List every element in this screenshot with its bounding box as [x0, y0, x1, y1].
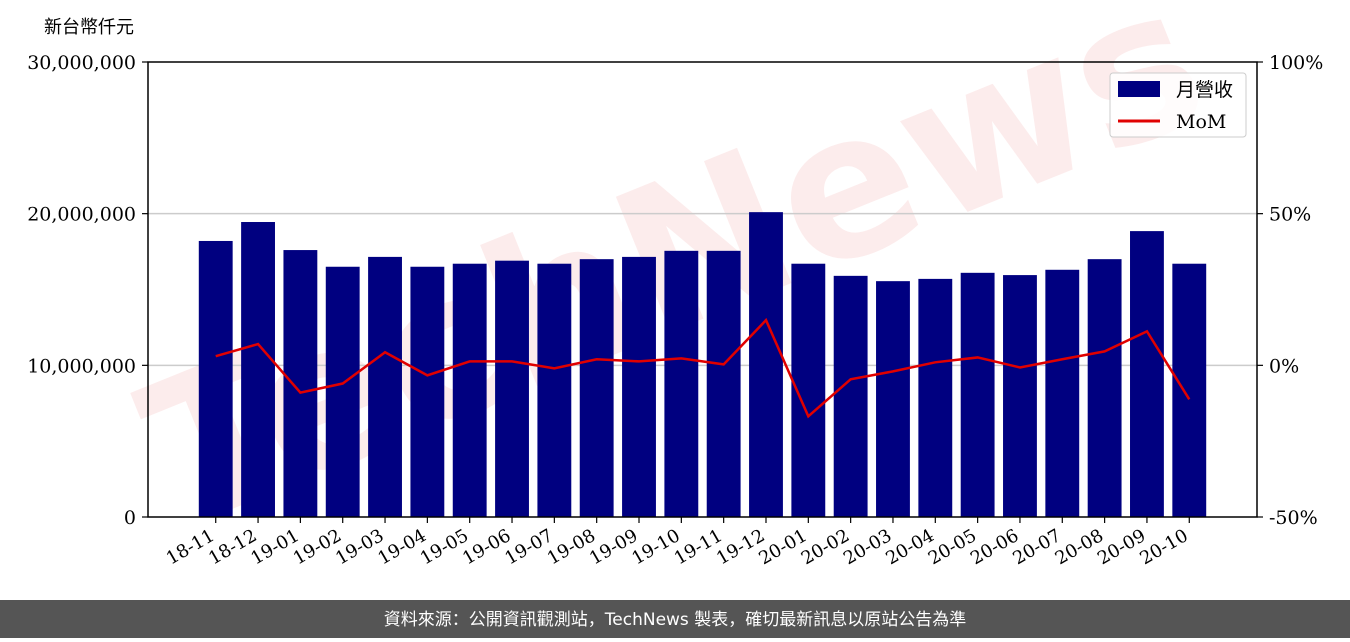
footer-bar — [0, 600, 1350, 638]
bar — [918, 278, 953, 517]
legend-label: MoM — [1176, 111, 1226, 133]
bar — [749, 212, 783, 517]
bar — [283, 250, 318, 518]
y2-tick-label: 100% — [1269, 52, 1323, 74]
bar — [325, 266, 360, 517]
y-tick-label: 20,000,000 — [27, 204, 136, 226]
bar — [1045, 269, 1080, 517]
footer: 資料來源：公開資訊觀測站，TechNews 製表，確切最新訊息以原站公告為準 — [384, 610, 966, 630]
bar — [1172, 263, 1207, 517]
bar — [622, 256, 656, 517]
bar — [241, 222, 275, 517]
bar — [1130, 231, 1164, 517]
bar — [452, 263, 487, 517]
y-axis-label: 新台幣仟元 — [44, 17, 134, 38]
bar — [1003, 275, 1037, 517]
bar — [664, 250, 699, 517]
legend-label: 月營收 — [1176, 79, 1233, 101]
legend: 月營收 MoM — [1109, 72, 1247, 138]
y2-tick-label: 50% — [1269, 204, 1311, 226]
y-tick-label: 0 — [124, 507, 136, 529]
bar — [706, 250, 741, 517]
plot-frame — [147, 61, 1258, 518]
bar — [198, 240, 233, 517]
bar — [579, 259, 614, 517]
legend-swatch — [1118, 81, 1160, 97]
y-tick-label: 30,000,000 — [27, 52, 136, 74]
y2-tick-label: 0% — [1269, 355, 1299, 377]
y-tick-label: 10,000,000 — [27, 355, 136, 377]
bar — [1087, 259, 1122, 517]
bar — [495, 260, 529, 517]
line — [215, 317, 1191, 419]
y2-tick-label: -50% — [1269, 507, 1318, 529]
x-tick-label: 20-10 — [1136, 525, 1191, 569]
bar — [537, 263, 572, 517]
bar — [368, 256, 402, 517]
bar — [833, 275, 868, 517]
bar — [410, 266, 445, 517]
bar — [960, 272, 995, 517]
bar — [876, 281, 910, 517]
